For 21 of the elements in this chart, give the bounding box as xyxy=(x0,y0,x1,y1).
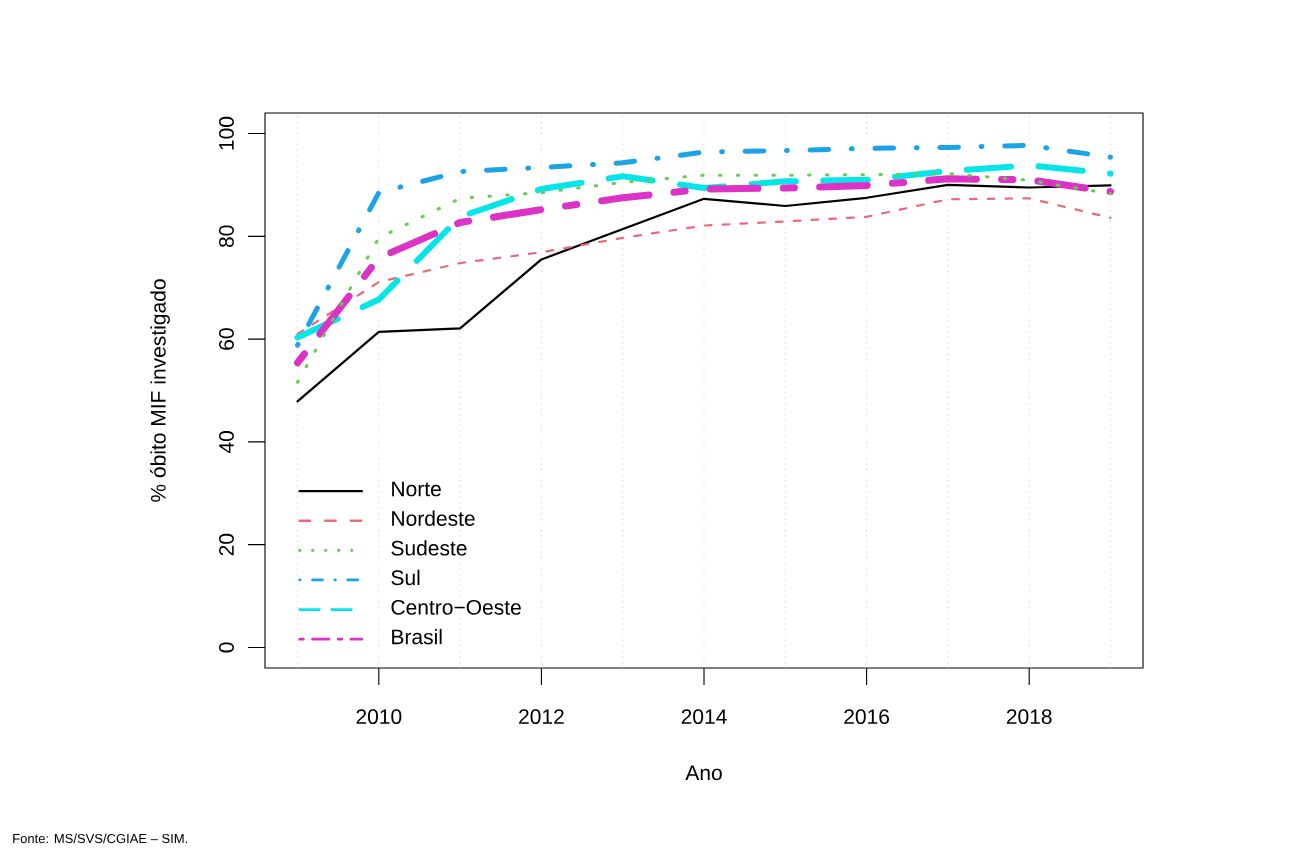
x-tick-label: 2012 xyxy=(519,709,564,725)
y-tick-label: 40 xyxy=(219,431,234,454)
y-axis-title: % óbito MIF investigado xyxy=(150,279,170,502)
legend-label: Nordeste xyxy=(392,510,475,526)
y-tick-label: 20 xyxy=(219,533,234,556)
x-tick-label: 2018 xyxy=(1006,709,1052,725)
y-tick-label: 0 xyxy=(219,642,234,653)
x-tick-label: 2016 xyxy=(844,709,890,725)
line-series xyxy=(296,197,1112,336)
y-tick-label: 80 xyxy=(219,225,234,248)
legend-label: Centro−Oeste xyxy=(391,599,521,615)
x-axis-title: Ano xyxy=(685,765,722,781)
source-note: Fonte: MS/SVS/CGIAE – SIM. xyxy=(13,833,188,844)
legend-label: Norte xyxy=(392,481,441,497)
y-tick-label: 100 xyxy=(219,116,234,150)
x-tick-label: 2010 xyxy=(356,709,402,725)
legend-label: Sul xyxy=(391,569,420,586)
y-tick-label: 60 xyxy=(219,328,234,350)
legend-label: Sudeste xyxy=(391,540,467,556)
legend-label: Brasil xyxy=(392,628,442,645)
x-tick-label: 2014 xyxy=(681,709,727,725)
